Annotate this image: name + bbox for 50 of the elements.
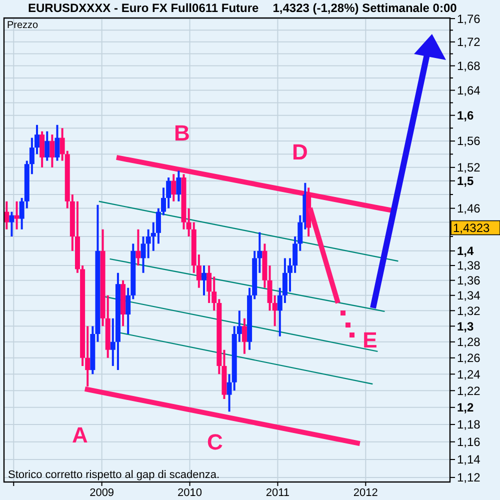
candlestick (201, 264, 206, 296)
x-tick-label: 2009 (90, 487, 114, 499)
candlestick (171, 173, 176, 202)
chart-subtitle: 1,4323 (-1,28%) Settimanale 0:00 (272, 1, 458, 15)
y-tick-label: 1,26 (457, 351, 481, 366)
candlestick (9, 210, 14, 238)
y-tick-label: 1,32 (457, 304, 481, 318)
candlestick (14, 200, 20, 230)
candlestick (40, 130, 45, 168)
y-tick-label: 1,2 (457, 400, 474, 415)
y-tick-label: 1,6 (457, 108, 474, 123)
y-tick-label: 1,72 (457, 35, 481, 50)
y-tick-label: 1,12 (457, 470, 481, 485)
candlestick (50, 134, 55, 168)
y-tick-label: 1,24 (457, 367, 481, 382)
candlestick (4, 200, 10, 230)
annotation: E (362, 328, 378, 353)
y-tick-label: 1,56 (457, 134, 481, 148)
candlestick (176, 170, 182, 202)
y-tick-label: 1,22 (457, 384, 481, 398)
annotation: C (207, 430, 224, 455)
annotation: D (292, 140, 308, 165)
y-tick-label: 1,16 (457, 435, 481, 450)
annotation: B (174, 120, 190, 146)
annotation: Prezzo (7, 20, 39, 31)
x-tick-label: 2012 (353, 487, 378, 499)
y-tick-label: 1,3 (457, 319, 474, 334)
y-tick-label: 1,28 (457, 335, 481, 350)
x-tick-label: 2011 (266, 487, 290, 499)
candlestick (44, 130, 50, 162)
text: 1,4323 (453, 221, 490, 236)
candlestick (54, 124, 60, 162)
y-tick-label: 1,4 (457, 244, 474, 258)
candlestick (136, 228, 141, 267)
y-tick-label: 1,52 (457, 160, 481, 175)
annotation: Storico corretto rispetto al gap di scadenza. (8, 469, 220, 481)
x-tick-label: 2010 (178, 487, 202, 499)
annotation: A (72, 422, 88, 448)
chart-title: EURUSDXXXX - Euro FX Full0611 Future (28, 1, 260, 15)
y-tick-label: 1,5 (457, 174, 474, 188)
y-tick-label: 1,34 (457, 288, 481, 303)
y-tick-label: 1,18 (457, 418, 481, 432)
y-tick-label: 1,38 (457, 258, 481, 273)
y-tick-label: 1,76 (457, 12, 481, 26)
y-tick-label: 1,46 (457, 202, 481, 216)
y-tick-label: 1,68 (457, 59, 481, 74)
y-tick-label: 1,36 (457, 274, 481, 288)
y-tick-label: 1,14 (457, 452, 481, 467)
y-tick-label: 1,64 (457, 83, 481, 98)
candlestick (242, 317, 247, 355)
